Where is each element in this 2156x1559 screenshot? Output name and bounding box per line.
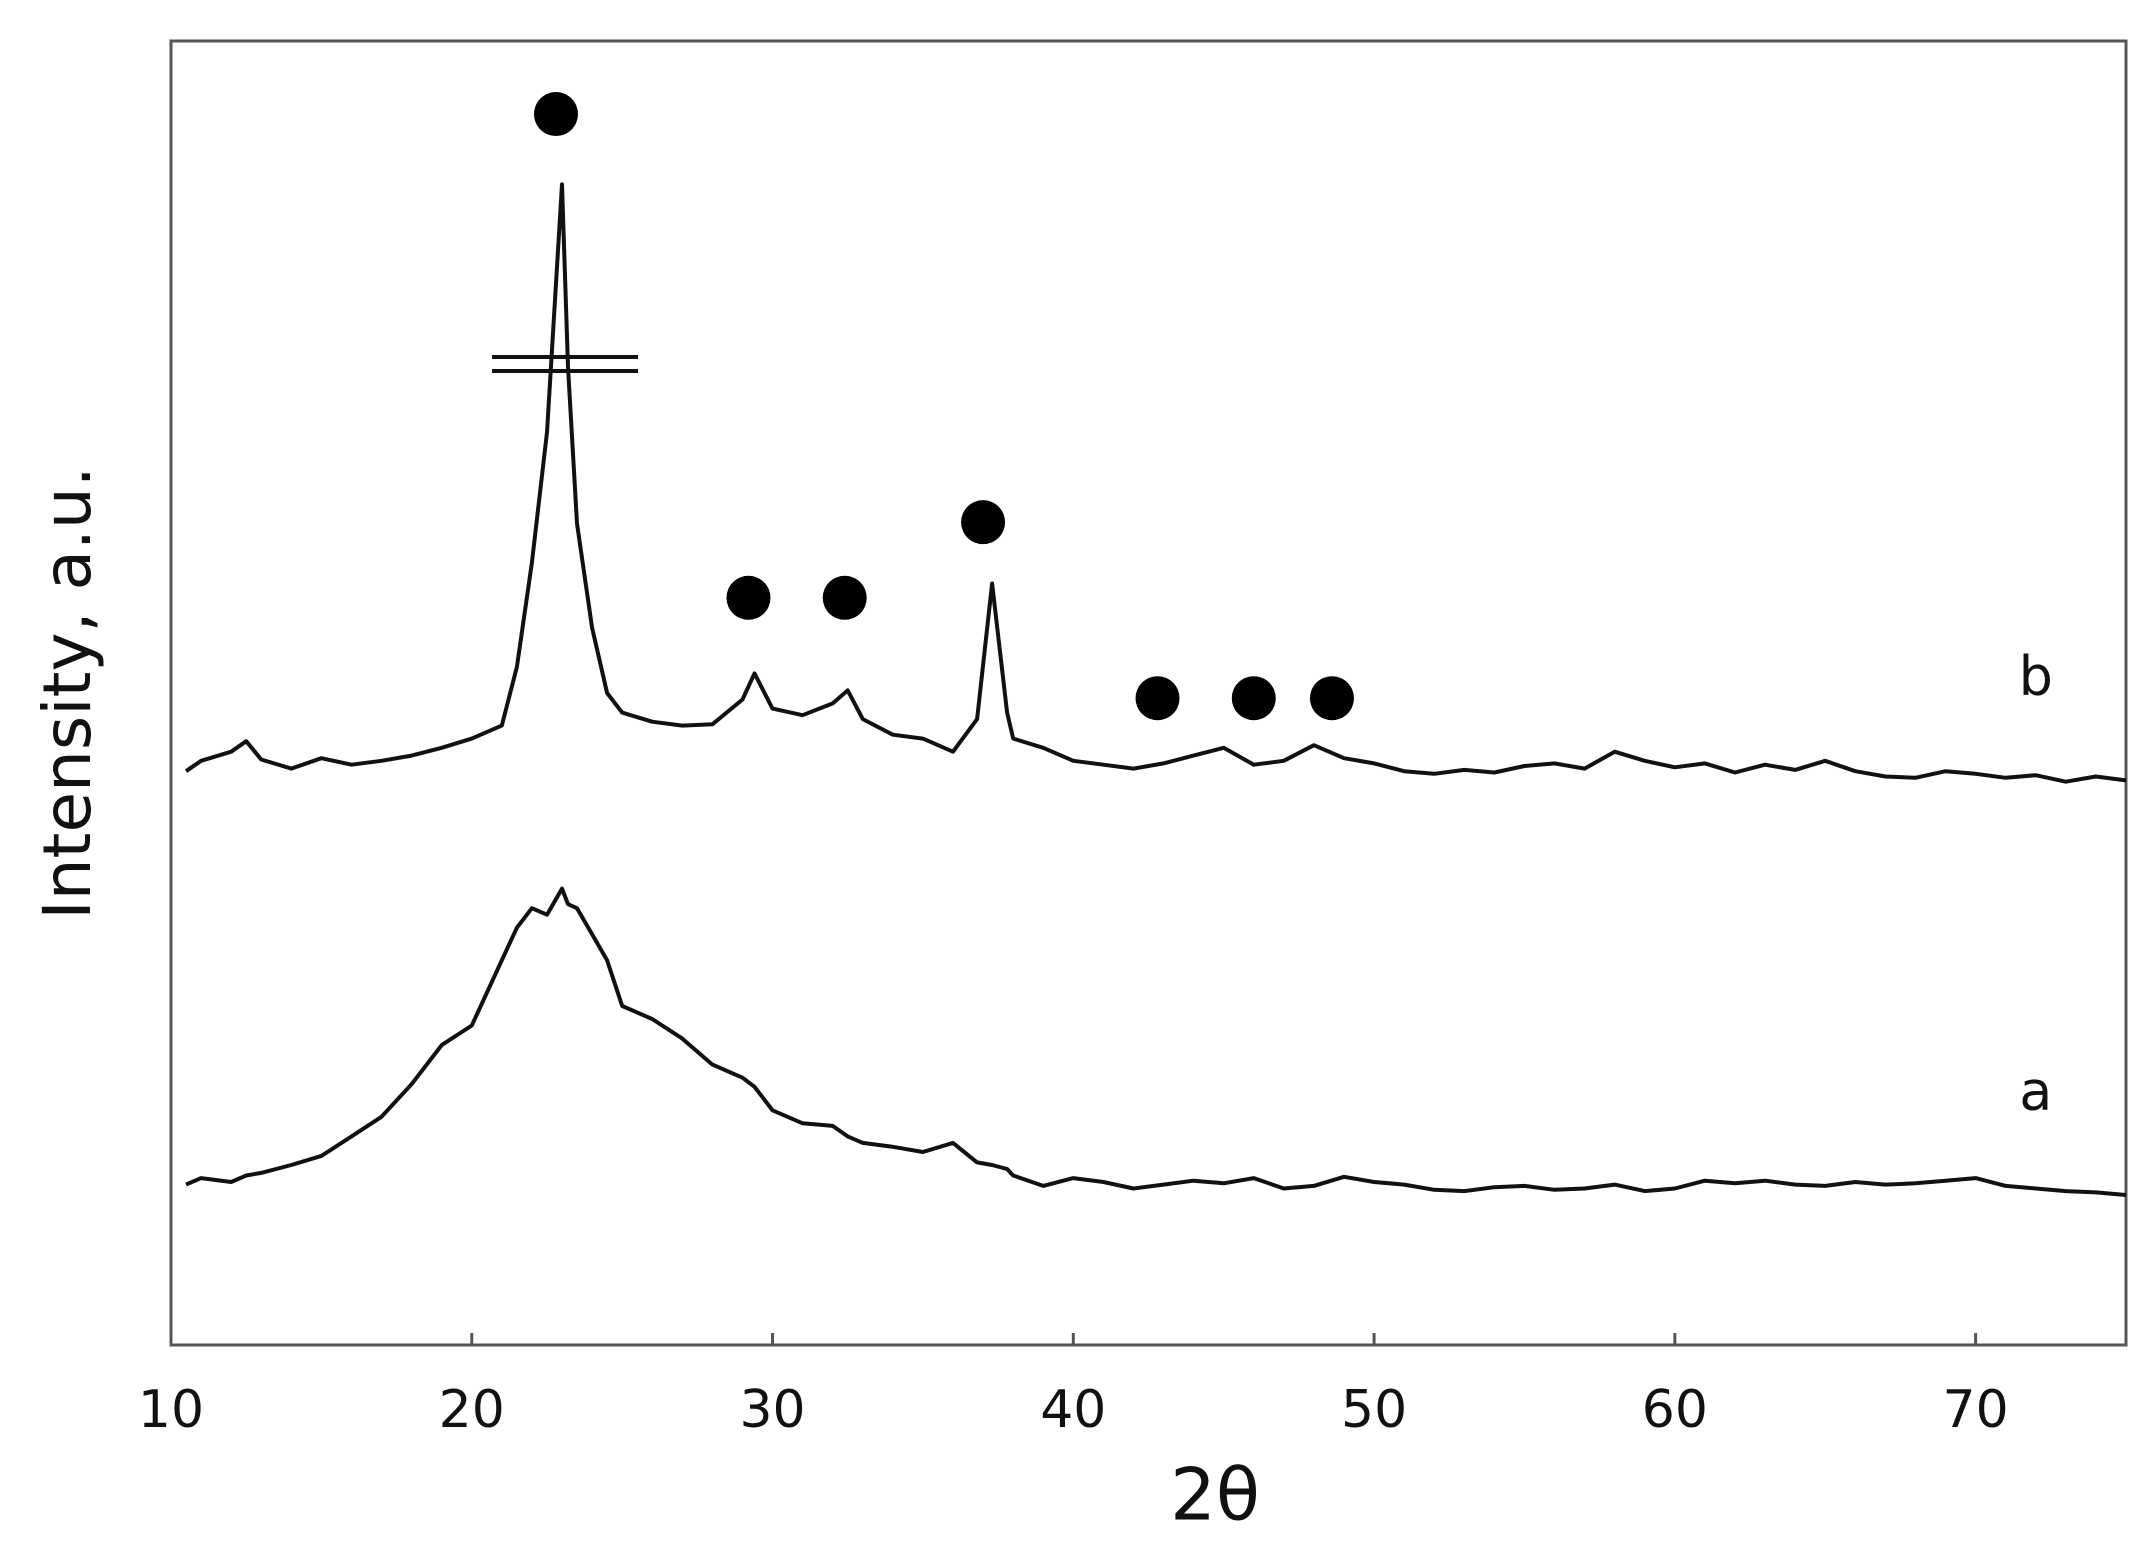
x-tick-label: 70: [1943, 1380, 2009, 1440]
y-axis-title: Intensity, a.u.: [29, 466, 106, 919]
x-tick-label: 20: [439, 1380, 505, 1440]
phase-marker: [1231, 676, 1276, 721]
x-axis-title: 2θ: [1170, 1453, 1260, 1537]
phase-marker: [822, 575, 867, 620]
phase-marker: [726, 575, 771, 620]
phase-marker: [961, 500, 1006, 545]
series-line: [185, 886, 2127, 1197]
x-tick-label: 60: [1642, 1380, 1708, 1440]
series-label: a: [2019, 1060, 2052, 1123]
plot-frame: [169, 39, 2128, 1347]
x-tick-label: 10: [138, 1380, 204, 1440]
phase-marker: [533, 92, 578, 137]
x-tick-label: 40: [1040, 1380, 1106, 1440]
x-tick-label: 30: [739, 1380, 805, 1440]
phase-marker: [1135, 676, 1180, 721]
phase-marker: [1309, 676, 1354, 721]
x-tick-label: 50: [1341, 1380, 1407, 1440]
series-label: b: [2019, 645, 2053, 708]
series-line: [184, 182, 2127, 784]
